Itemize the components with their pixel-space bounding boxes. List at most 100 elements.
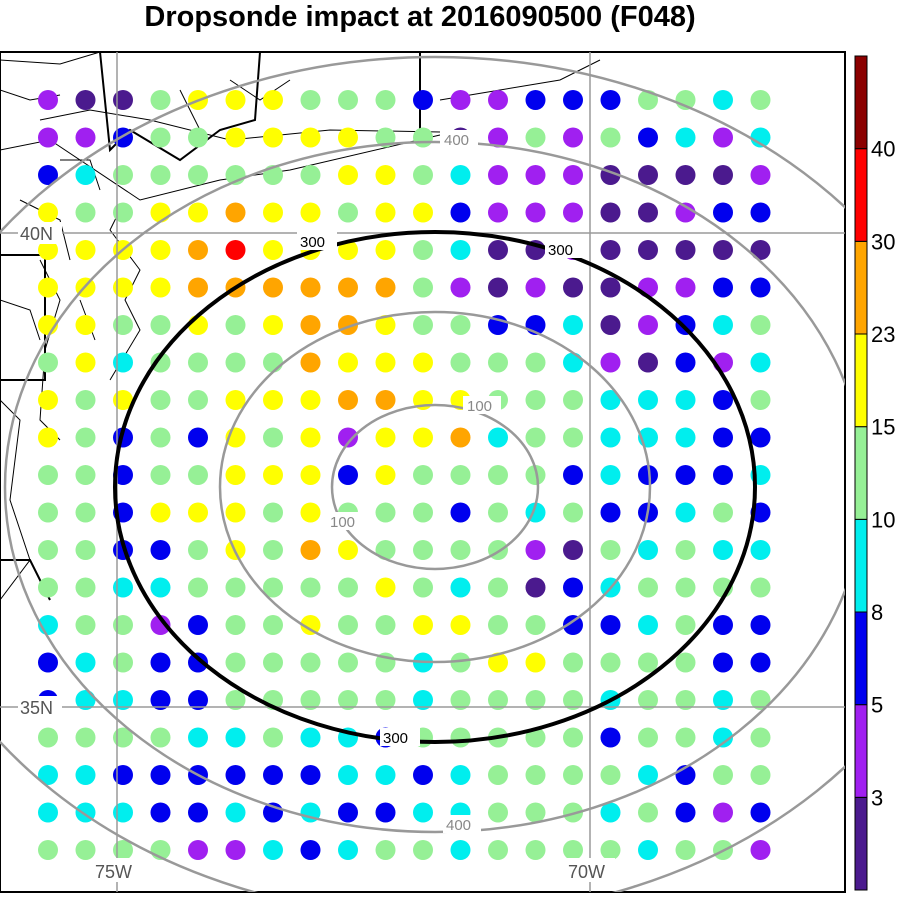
impact-dot xyxy=(75,577,96,598)
impact-dot xyxy=(750,352,771,373)
impact-dot xyxy=(150,165,171,185)
impact-dot xyxy=(675,615,696,635)
colorbar-tick-label: 40 xyxy=(871,137,895,162)
colorbar-segment xyxy=(854,704,868,798)
impact-dot xyxy=(263,352,283,373)
impact-dot xyxy=(638,727,658,748)
impact-dot xyxy=(188,352,208,373)
impact-dot xyxy=(563,90,583,110)
impact-dot xyxy=(338,690,358,710)
impact-dot xyxy=(600,427,621,448)
impact-dot xyxy=(750,540,771,560)
impact-dot xyxy=(675,502,696,523)
impact-dot xyxy=(338,652,358,673)
impact-dot xyxy=(225,765,246,785)
impact-dot xyxy=(375,690,396,710)
impact-dot xyxy=(675,390,696,410)
impact-dot xyxy=(150,90,171,110)
impact-dot xyxy=(188,390,208,410)
impact-dot xyxy=(713,652,733,673)
impact-dot xyxy=(375,202,396,223)
colorbar-tick-label: 10 xyxy=(871,507,895,532)
impact-dot xyxy=(38,652,58,673)
impact-dot xyxy=(113,390,133,410)
impact-dot xyxy=(750,127,771,148)
impact-dot xyxy=(488,465,508,485)
contour-labels: 100 100 300 300 300 400 400 xyxy=(297,130,585,834)
impact-dot xyxy=(225,615,246,635)
impact-dot xyxy=(450,540,471,560)
impact-dot xyxy=(263,427,283,448)
impact-dot xyxy=(300,277,321,298)
impact-dot xyxy=(750,165,771,185)
colorbar-segment xyxy=(854,426,868,520)
impact-dot xyxy=(713,690,733,710)
impact-dot xyxy=(638,765,658,785)
impact-dot xyxy=(713,277,733,298)
impact-dot xyxy=(563,840,583,860)
colorbar-tick-label: 30 xyxy=(871,229,895,254)
impact-dot xyxy=(713,502,733,523)
impact-dot xyxy=(638,540,658,560)
impact-dot xyxy=(150,765,171,785)
impact-dot xyxy=(338,165,358,185)
impact-dot xyxy=(38,240,58,260)
impact-dot xyxy=(600,727,621,748)
impact-dot xyxy=(675,352,696,373)
impact-dot xyxy=(450,240,471,260)
impact-dot xyxy=(450,352,471,373)
impact-dot xyxy=(563,352,583,373)
impact-dot xyxy=(113,465,133,485)
impact-dot xyxy=(150,390,171,410)
impact-dot xyxy=(525,427,546,448)
impact-dot xyxy=(525,802,546,823)
contour-label-400: 400 xyxy=(446,817,471,834)
map-labels: 40N 35N 75W 70W xyxy=(18,222,615,882)
impact-dot xyxy=(225,240,246,260)
impact-dot xyxy=(75,540,96,560)
impact-dot xyxy=(338,277,358,298)
impact-dot xyxy=(338,202,358,223)
dot-layer xyxy=(38,90,771,860)
impact-dot xyxy=(225,390,246,410)
impact-dot xyxy=(75,765,96,785)
impact-dot xyxy=(38,202,58,223)
impact-dot xyxy=(38,127,58,148)
impact-dot xyxy=(113,840,133,860)
impact-dot xyxy=(713,615,733,635)
impact-dot xyxy=(38,465,58,485)
impact-dot xyxy=(188,652,208,673)
impact-dot xyxy=(75,352,96,373)
colorbar-segment xyxy=(854,611,868,706)
impact-dot xyxy=(488,127,508,148)
impact-dot xyxy=(525,615,546,635)
contour-label-100: 100 xyxy=(467,398,492,415)
impact-dot xyxy=(75,315,96,335)
impact-dot xyxy=(413,765,433,785)
impact-dot xyxy=(38,540,58,560)
impact-dot xyxy=(413,277,433,298)
impact-dot xyxy=(638,615,658,635)
impact-dot xyxy=(225,352,246,373)
impact-dot xyxy=(563,690,583,710)
impact-dot xyxy=(375,277,396,298)
impact-dot xyxy=(225,577,246,598)
impact-dot xyxy=(525,727,546,748)
impact-dot xyxy=(488,277,508,298)
impact-dot xyxy=(375,127,396,148)
impact-dot xyxy=(338,840,358,860)
impact-dot xyxy=(675,840,696,860)
impact-dot xyxy=(150,615,171,635)
impact-dot xyxy=(750,277,771,298)
impact-dot xyxy=(150,690,171,710)
impact-dot xyxy=(525,390,546,410)
impact-dot xyxy=(188,690,208,710)
colorbar: 3 5 8 10 15 23 30 40 xyxy=(854,55,895,891)
impact-dot xyxy=(488,352,508,373)
impact-dot xyxy=(525,90,546,110)
impact-dot xyxy=(563,390,583,410)
impact-dot xyxy=(525,690,546,710)
impact-dot xyxy=(375,540,396,560)
impact-dot xyxy=(150,577,171,598)
colorbar-segment xyxy=(854,333,868,428)
